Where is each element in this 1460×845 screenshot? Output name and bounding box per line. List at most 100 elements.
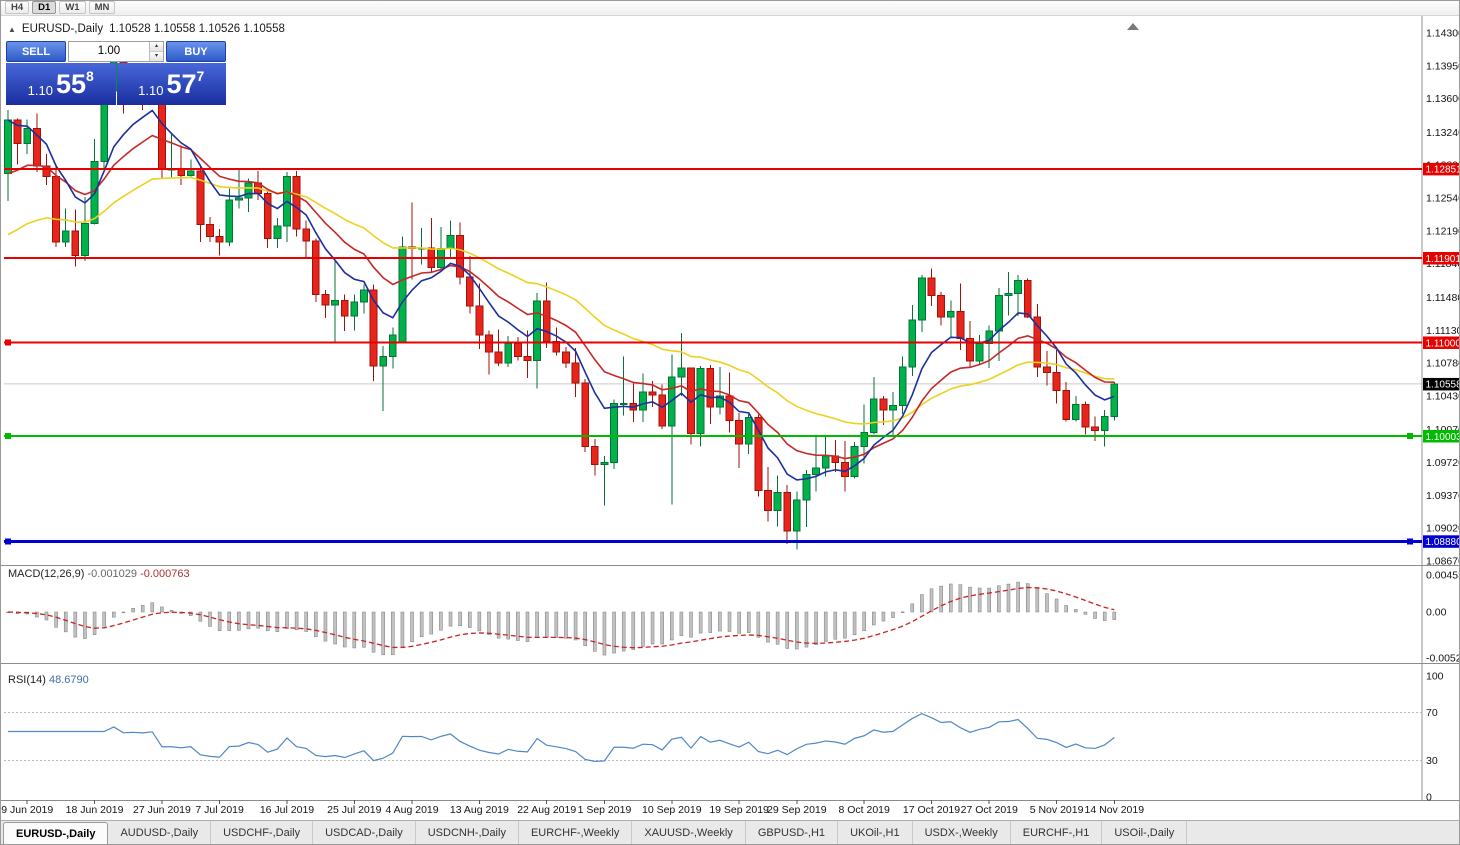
svg-text:14 Nov 2019: 14 Nov 2019 — [1085, 804, 1145, 816]
tab-ukoil-h1[interactable]: UKOil-,H1 — [838, 821, 913, 845]
price-tag-1.10003: 1.10003 — [1423, 429, 1460, 443]
svg-text:1.12851: 1.12851 — [1426, 165, 1460, 176]
rsi-value: 48.6790 — [48, 674, 89, 686]
macd-signal-value: -0.000763 — [140, 568, 190, 580]
svg-text:70: 70 — [1426, 707, 1438, 719]
svg-text:1.13950: 1.13950 — [1426, 60, 1460, 72]
macd-indicator-label: MACD(12,26,9) -0.001029 -0.000763 — [8, 568, 190, 580]
svg-text:27 Jun 2019: 27 Jun 2019 — [133, 804, 191, 816]
tab-eurusd-daily[interactable]: EURUSD-,Daily — [3, 822, 109, 845]
svg-text:18 Jun 2019: 18 Jun 2019 — [66, 804, 124, 816]
svg-text:1.11901: 1.11901 — [1426, 254, 1460, 265]
price-tag-1.12851: 1.12851 — [1423, 162, 1460, 176]
timeframe-button-d1[interactable]: D1 — [32, 1, 57, 14]
svg-text:1 Sep 2019: 1 Sep 2019 — [578, 804, 632, 816]
svg-text:10 Sep 2019: 10 Sep 2019 — [642, 804, 702, 816]
tab-eurchf-h1[interactable]: EURCHF-,H1 — [1011, 821, 1103, 845]
rsi-line — [8, 712, 1115, 762]
timeframe-button-h4[interactable]: H4 — [5, 1, 30, 14]
tab-gbpusd-h1[interactable]: GBPUSD-,H1 — [746, 821, 839, 845]
tab-usdx-weekly[interactable]: USDX-,Weekly — [913, 821, 1011, 845]
volume-increase-button[interactable]: ▴ — [150, 42, 163, 52]
svg-text:1.13240: 1.13240 — [1426, 127, 1460, 139]
svg-text:4 Aug 2019: 4 Aug 2019 — [385, 804, 438, 816]
svg-text:27 Oct 2019: 27 Oct 2019 — [961, 804, 1018, 816]
current-price-tag: 1.10558 — [1423, 377, 1460, 391]
buy-button[interactable]: BUY — [166, 41, 226, 62]
sell-price-pips: 55 — [55, 69, 87, 99]
chart-canvas[interactable]: 1.143001.139501.136001.132401.128901.125… — [0, 16, 1460, 820]
svg-text:100: 100 — [1426, 671, 1444, 683]
volume-value[interactable]: 1.00 — [97, 45, 121, 57]
chart-title-ohlc: 1.10528 1.10558 1.10526 1.10558 — [109, 23, 285, 35]
svg-text:7 Jul 2019: 7 Jul 2019 — [195, 804, 244, 816]
timeframe-toolbar: H4 D1 W1 MN — [0, 0, 1460, 16]
horizontal-line-1.08880[interactable] — [4, 538, 1422, 545]
svg-text:30: 30 — [1426, 755, 1438, 767]
svg-text:9 Jun 2019: 9 Jun 2019 — [1, 804, 53, 816]
tab-usdcnh-daily[interactable]: USDCNH-,Daily — [416, 821, 519, 845]
chart-shift-marker[interactable] — [1127, 23, 1139, 30]
sell-price-pipette: 8 — [86, 68, 94, 84]
chart-tab-bar: EURUSD-,Daily AUDUSD-,Daily USDCHF-,Daily U… — [0, 820, 1460, 845]
ma-fast-line — [7, 109, 1115, 481]
buy-price-pips: 57 — [166, 69, 197, 99]
tab-usdchf-daily[interactable]: USDCHF-,Daily — [211, 821, 314, 845]
price-tag-1.08880: 1.08880 — [1423, 535, 1460, 548]
svg-text:-0.00520: -0.00520 — [1426, 652, 1460, 664]
tab-usoil-daily[interactable]: USOil-,Daily — [1102, 821, 1188, 845]
tab-xauusd-weekly[interactable]: XAUUSD-,Weekly — [632, 821, 746, 845]
chart-title: ▲ EURUSD-,Daily 1.10528 1.10558 1.10526 … — [8, 23, 285, 35]
buy-price-panel[interactable]: 1.10 57 7 — [116, 63, 226, 105]
price-tag-1.11901: 1.11901 — [1423, 251, 1460, 265]
svg-text:8 Oct 2019: 8 Oct 2019 — [838, 804, 890, 816]
svg-text:0.00: 0.00 — [1426, 607, 1447, 619]
sell-button[interactable]: SELL — [6, 41, 66, 62]
date-axis[interactable]: 9 Jun 2019 18 Jun 2019 27 Jun 2019 7 Jul 20… — [1, 800, 1144, 816]
chart-title-symbol: EURUSD-,Daily — [21, 23, 104, 35]
svg-text:16 Jul 2019: 16 Jul 2019 — [260, 804, 314, 816]
rsi-panel: 100 70 30 0 — [4, 671, 1444, 804]
svg-text:1.09720: 1.09720 — [1426, 457, 1460, 469]
sell-price-panel[interactable]: 1.10 55 8 — [6, 63, 116, 105]
svg-text:0.004536: 0.004536 — [1426, 570, 1460, 582]
svg-text:5 Nov 2019: 5 Nov 2019 — [1030, 804, 1084, 816]
horizontal-line-1.11000[interactable] — [4, 339, 1422, 346]
svg-text:1.11130: 1.11130 — [1426, 325, 1460, 337]
macd-title: MACD(12,26,9) — [8, 568, 85, 580]
buy-price-pipette: 7 — [196, 68, 205, 84]
sell-price-prefix: 1.10 — [27, 83, 53, 98]
svg-text:1.12540: 1.12540 — [1426, 193, 1460, 205]
svg-text:29 Sep 2019: 29 Sep 2019 — [767, 804, 827, 816]
rsi-indicator-label: RSI(14) 48.6790 — [8, 674, 89, 686]
svg-text:0: 0 — [1426, 792, 1432, 804]
svg-text:25 Jul 2019: 25 Jul 2019 — [327, 804, 381, 816]
tab-audusd-daily[interactable]: AUDUSD-,Daily — [108, 821, 212, 845]
macd-value: -0.001029 — [87, 568, 138, 580]
svg-text:19 Sep 2019: 19 Sep 2019 — [709, 804, 769, 816]
timeframe-button-w1[interactable]: W1 — [59, 1, 86, 14]
svg-text:1.09020: 1.09020 — [1426, 523, 1460, 535]
ma-slow-line — [7, 176, 1115, 425]
svg-text:1.10780: 1.10780 — [1426, 358, 1460, 370]
svg-text:1.13600: 1.13600 — [1426, 93, 1460, 105]
svg-text:1.10558: 1.10558 — [1426, 380, 1460, 391]
volume-field[interactable]: 1.00 ▴ ▾ — [68, 41, 164, 62]
macd-panel: 0.004536 0.00 -0.00520 — [6, 570, 1460, 664]
svg-text:1.12190: 1.12190 — [1426, 225, 1460, 237]
svg-text:1.10430: 1.10430 — [1426, 390, 1460, 402]
one-click-trading-panel: SELL 1.00 ▴ ▾ BUY 1.10 55 8 1.10 57 7 — [6, 41, 226, 105]
timeframe-button-mn[interactable]: MN — [88, 1, 116, 14]
svg-text:1.11000: 1.11000 — [1426, 338, 1460, 349]
horizontal-line-1.10003[interactable] — [4, 432, 1422, 439]
svg-text:1.14300: 1.14300 — [1426, 28, 1460, 40]
collapse-trade-panel-icon[interactable]: ▲ — [8, 24, 16, 34]
svg-text:13 Aug 2019: 13 Aug 2019 — [450, 804, 509, 816]
svg-text:1.11480: 1.11480 — [1426, 292, 1460, 304]
svg-text:1.09370: 1.09370 — [1426, 490, 1460, 502]
svg-text:1.10003: 1.10003 — [1426, 432, 1460, 443]
tab-eurchf-weekly[interactable]: EURCHF-,Weekly — [519, 821, 633, 845]
tab-usdcad-daily[interactable]: USDCAD-,Daily — [313, 821, 416, 845]
svg-text:22 Aug 2019: 22 Aug 2019 — [517, 804, 576, 816]
volume-decrease-button[interactable]: ▾ — [150, 52, 163, 61]
